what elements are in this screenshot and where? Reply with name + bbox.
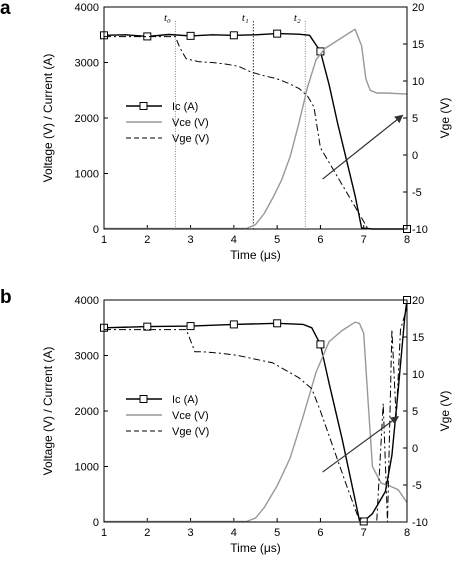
legend: Ic (A) Vce (V) Vge (V) bbox=[126, 101, 209, 145]
y-axis-title: Voltage (V) / Current (A) bbox=[41, 54, 55, 183]
legend: Ic (A) Vce (V) Vge (V) bbox=[126, 394, 209, 438]
y2-tick-label: -10 bbox=[412, 517, 428, 529]
y2-axis-ticks: -10 -5 0 5 10 15 20 bbox=[403, 295, 428, 529]
y2-tick-label: 20 bbox=[412, 2, 424, 14]
y-tick-label: 1000 bbox=[75, 169, 99, 181]
chart-panel-b: b 1 2 3 4 5 6 7 8 0 1000 2000 3000 4000 -10 -5 0 5 10 15… bbox=[0, 287, 452, 555]
time-marker-label: t₀ bbox=[164, 12, 171, 24]
legend-label-vge: Vge (V) bbox=[172, 133, 209, 145]
series-line-vge bbox=[104, 307, 408, 523]
y-axis-ticks: 0 1000 2000 3000 4000 bbox=[75, 2, 108, 236]
y2-tick-label: 15 bbox=[412, 39, 424, 51]
y-tick-label: 4000 bbox=[75, 2, 99, 14]
x-axis-ticks: 1 2 3 4 5 6 7 8 bbox=[101, 518, 410, 539]
x-tick-label: 7 bbox=[361, 234, 367, 246]
annotation-arrow-line bbox=[322, 114, 404, 180]
legend-swatch-marker bbox=[139, 102, 148, 110]
legend-item-ic: Ic (A) bbox=[126, 101, 198, 113]
y-tick-label: 2000 bbox=[75, 406, 99, 418]
y2-tick-label: 20 bbox=[412, 295, 424, 307]
legend-item-vge: Vge (V) bbox=[126, 426, 209, 438]
series-line-ic bbox=[103, 299, 408, 523]
x-tick-label: 1 bbox=[101, 527, 107, 539]
legend-swatch-ic bbox=[126, 395, 162, 403]
data-point-ic bbox=[229, 320, 238, 329]
x-tick-label: 4 bbox=[231, 234, 237, 246]
y2-tick-label: 10 bbox=[412, 76, 424, 88]
annotation-arrow bbox=[322, 114, 404, 180]
legend-item-vce: Vce (V) bbox=[126, 117, 209, 129]
legend-swatch-marker bbox=[139, 395, 148, 403]
legend-label-ic: Ic (A) bbox=[172, 394, 198, 406]
data-point-ic bbox=[186, 31, 195, 40]
legend-swatch-ic bbox=[126, 102, 162, 110]
series-line-vge bbox=[104, 36, 407, 230]
y2-tick-label: 10 bbox=[412, 369, 424, 381]
series-line-ic bbox=[103, 32, 407, 230]
x-tick-label: 7 bbox=[361, 527, 367, 539]
y2-tick-label: -5 bbox=[412, 480, 422, 492]
y-tick-label: 3000 bbox=[75, 351, 99, 363]
panel-label: b bbox=[0, 287, 12, 308]
x-tick-label: 6 bbox=[317, 527, 323, 539]
y2-tick-label: -10 bbox=[412, 224, 428, 236]
y-tick-label: 0 bbox=[93, 517, 99, 529]
legend-item-vge: Vge (V) bbox=[126, 133, 209, 145]
x-tick-label: 1 bbox=[101, 234, 107, 246]
x-tick-label: 5 bbox=[274, 527, 280, 539]
annotation-arrow bbox=[322, 416, 400, 473]
y2-axis-title: Vge (V) bbox=[438, 98, 452, 139]
x-tick-label: 5 bbox=[274, 234, 280, 246]
series-line-vce bbox=[104, 321, 408, 523]
x-tick-label: 8 bbox=[404, 527, 410, 539]
y2-tick-label: 5 bbox=[412, 113, 418, 125]
y-tick-label: 1000 bbox=[75, 462, 99, 474]
y-axis-title: Voltage (V) / Current (A) bbox=[41, 347, 55, 476]
y-tick-label: 3000 bbox=[75, 58, 99, 70]
series-lines bbox=[100, 296, 411, 526]
y2-tick-label: -5 bbox=[412, 187, 422, 199]
y2-axis-title: Vge (V) bbox=[438, 391, 452, 432]
x-tick-label: 6 bbox=[317, 234, 323, 246]
y2-tick-label: 0 bbox=[412, 443, 418, 455]
y-tick-label: 0 bbox=[93, 224, 99, 236]
x-axis-title: Time (μs) bbox=[230, 541, 280, 555]
data-point-ic bbox=[229, 31, 238, 40]
y-tick-label: 2000 bbox=[75, 113, 99, 125]
y2-tick-label: 5 bbox=[412, 406, 418, 418]
x-tick-label: 3 bbox=[188, 234, 194, 246]
legend-item-vce: Vce (V) bbox=[126, 410, 209, 422]
data-point-ic bbox=[186, 322, 195, 331]
x-tick-label: 2 bbox=[144, 527, 150, 539]
x-tick-label: 3 bbox=[188, 527, 194, 539]
y2-tick-label: 15 bbox=[412, 332, 424, 344]
plot-frame bbox=[103, 6, 408, 230]
time-marker-label: t₂ bbox=[294, 12, 301, 24]
data-point-ic bbox=[316, 340, 325, 349]
plot-frame bbox=[103, 299, 408, 523]
data-point-ic bbox=[143, 322, 152, 331]
legend-item-ic: Ic (A) bbox=[126, 394, 198, 406]
data-point-ic bbox=[273, 29, 282, 38]
x-tick-label: 8 bbox=[404, 234, 410, 246]
y-tick-label: 4000 bbox=[75, 295, 99, 307]
series-lines bbox=[100, 28, 411, 233]
chart-panel-a: a 1 2 3 4 5 6 7 8 0 1000 2000 3000 4000 -10 -5 0 5 10 15… bbox=[0, 0, 452, 262]
x-axis-title: Time (μs) bbox=[230, 248, 280, 262]
time-marker-label: t₁ bbox=[242, 12, 249, 24]
y2-tick-label: 0 bbox=[412, 150, 418, 162]
annotation-arrow-line bbox=[322, 416, 400, 473]
panel-label: a bbox=[0, 0, 11, 19]
time-markers: t₀ t₁ t₂ bbox=[164, 12, 306, 229]
legend-label-vce: Vce (V) bbox=[172, 410, 209, 422]
x-tick-label: 2 bbox=[144, 234, 150, 246]
legend-label-ic: Ic (A) bbox=[172, 101, 198, 113]
data-point-ic bbox=[273, 319, 282, 328]
legend-label-vge: Vge (V) bbox=[172, 426, 209, 438]
legend-label-vce: Vce (V) bbox=[172, 117, 209, 129]
series-line-vce bbox=[104, 28, 408, 230]
x-tick-label: 4 bbox=[231, 527, 237, 539]
